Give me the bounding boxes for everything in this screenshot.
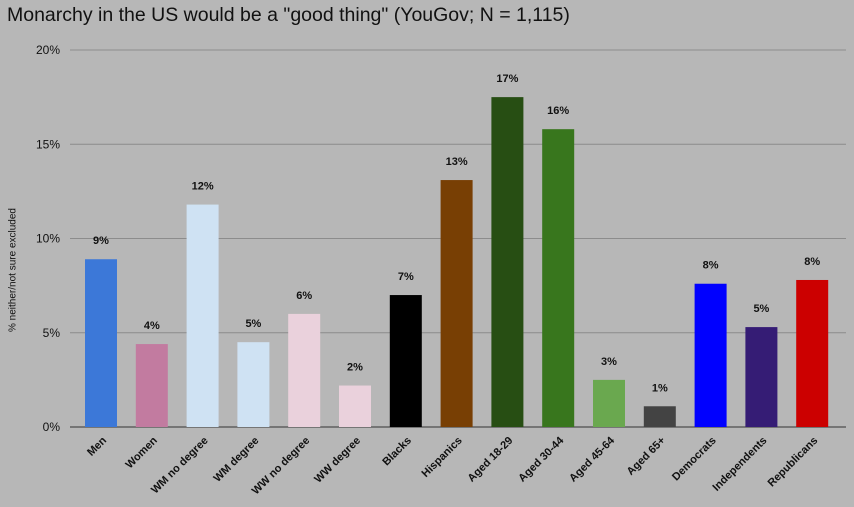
data-label: 16%: [547, 105, 569, 117]
x-tick-label: Aged 18-29: [466, 435, 516, 485]
bar: [796, 279, 829, 427]
data-label: 13%: [446, 156, 468, 168]
x-tick-label: Men: [85, 434, 109, 458]
x-tick-label: Hispanics: [419, 435, 464, 480]
bar: [389, 295, 422, 427]
data-label: 5%: [245, 318, 261, 330]
x-tick-label: Republicans: [766, 435, 821, 490]
data-label: 5%: [753, 303, 769, 315]
chart-title: Monarchy in the US would be a "good thin…: [7, 4, 570, 26]
x-tick-label: Democrats: [670, 435, 719, 484]
x-tick-label: Blacks: [380, 435, 414, 469]
data-label: 8%: [703, 260, 719, 272]
data-label: 4%: [144, 320, 160, 332]
data-label: 3%: [601, 356, 617, 368]
bar: [339, 385, 371, 427]
bar: [85, 259, 117, 427]
data-label: 9%: [93, 235, 109, 247]
y-tick-label: 5%: [43, 326, 61, 340]
y-tick-label: 20%: [36, 43, 60, 57]
bar: [643, 406, 676, 427]
x-tick-label: Women: [123, 434, 160, 471]
x-tick-label: Independents: [710, 435, 769, 494]
bar: [135, 344, 168, 427]
data-label: 12%: [192, 181, 214, 193]
x-tick-label: WM degree: [212, 435, 262, 485]
bar: [491, 97, 524, 427]
bar: [542, 129, 575, 428]
data-label: 2%: [347, 362, 363, 374]
x-tick-label: WW degree: [312, 435, 363, 486]
y-tick-label: 10%: [36, 232, 60, 246]
data-label: 8%: [804, 256, 820, 268]
data-label: 7%: [398, 271, 414, 283]
bar: [745, 327, 778, 427]
bar: [186, 204, 219, 427]
bar: [593, 379, 625, 427]
bar: [440, 180, 473, 427]
x-tick-label: Aged 30-44: [516, 434, 567, 485]
data-label: 1%: [652, 382, 668, 394]
x-tick-label: Aged 65+: [625, 435, 668, 478]
data-label: 6%: [296, 290, 312, 302]
x-tick-label: Aged 45-64: [567, 434, 618, 485]
bar: [288, 313, 321, 427]
bar: [237, 342, 270, 427]
data-label: 17%: [496, 73, 518, 85]
y-tick-label: 0%: [43, 420, 61, 434]
bar: [694, 283, 727, 427]
y-tick-label: 15%: [36, 137, 60, 151]
